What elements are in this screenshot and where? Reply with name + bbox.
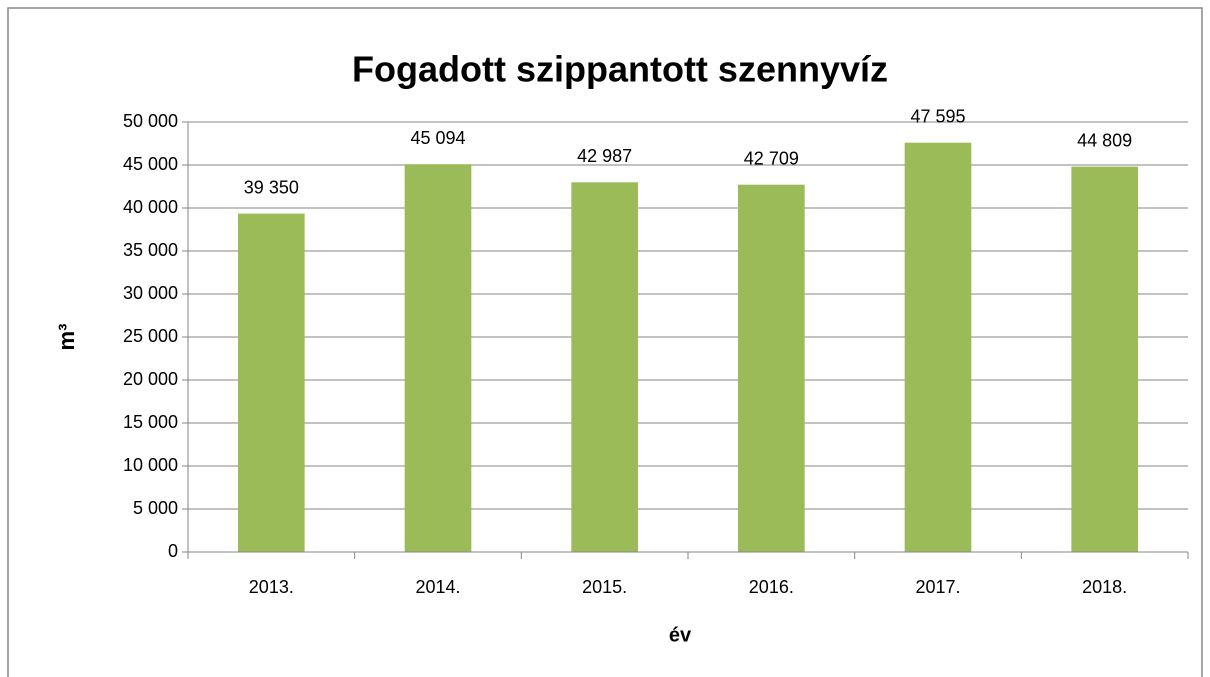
x-tick-label: 2014.: [415, 577, 460, 597]
data-label: 39 350: [244, 177, 299, 197]
y-tick-label: 20 000: [123, 369, 178, 389]
y-tick-label: 15 000: [123, 412, 178, 432]
data-label: 44 809: [1077, 130, 1132, 150]
x-tick-label: 2015.: [582, 577, 627, 597]
y-tick-label: 5 000: [133, 498, 178, 518]
y-tick-label: 35 000: [123, 240, 178, 260]
y-tick-label: 45 000: [123, 154, 178, 174]
chart-title: Fogadott szippantott szennyvíz: [352, 49, 888, 90]
bar: [738, 184, 805, 552]
y-tick-label: 0: [168, 541, 178, 561]
y-tick-label: 10 000: [123, 455, 178, 475]
y-tick-label: 30 000: [123, 283, 178, 303]
bar: [571, 182, 638, 552]
data-label: 47 595: [910, 106, 965, 126]
data-label: 42 987: [577, 146, 632, 166]
x-tick-label: 2017.: [915, 577, 960, 597]
x-tick-label: 2016.: [749, 577, 794, 597]
x-tick-label: 2018.: [1082, 577, 1127, 597]
data-label: 42 709: [744, 148, 799, 168]
y-tick-label: 40 000: [123, 197, 178, 217]
x-axis-title: év: [669, 624, 692, 646]
bar: [1071, 166, 1138, 553]
bar: [238, 213, 305, 552]
y-tick-label: 25 000: [123, 326, 178, 346]
bar: [904, 142, 972, 553]
x-tick-label: 2013.: [249, 577, 294, 597]
y-axis-title: m³: [54, 324, 79, 351]
y-tick-label: 50 000: [123, 111, 178, 131]
bar: [404, 164, 472, 553]
chart-border: [7, 7, 1203, 677]
data-label: 45 094: [410, 128, 465, 148]
